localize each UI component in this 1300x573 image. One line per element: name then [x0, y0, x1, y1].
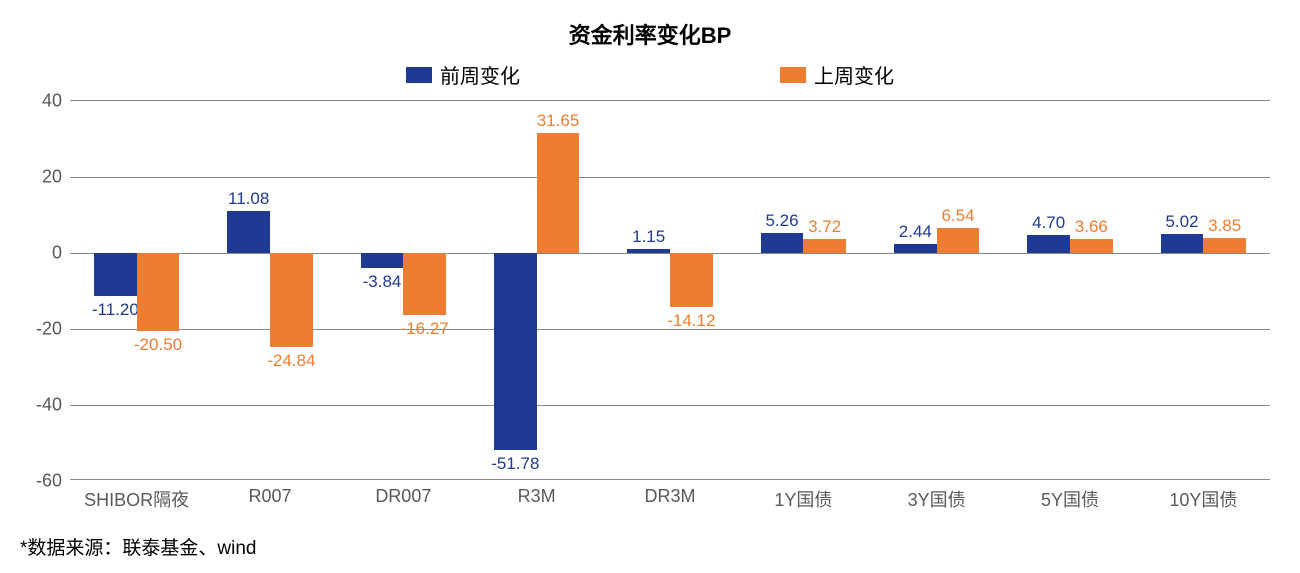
- x-axis-labels: SHIBOR隔夜 R007 DR007 R3M DR3M 1Y国债 3Y国债 5Y国债 10Y国…: [70, 486, 1270, 516]
- ytick-label: 20: [42, 167, 70, 188]
- bar: [1203, 238, 1246, 253]
- xtick-label: SHIBOR隔夜: [84, 486, 189, 512]
- xtick-label: 1Y国债: [774, 486, 832, 512]
- bar-value-label: 3.72: [808, 217, 841, 237]
- ytick-label: -40: [36, 395, 70, 416]
- xtick-label: DR3M: [644, 486, 695, 507]
- legend-label-1: 上周变化: [814, 60, 894, 89]
- bar: [803, 239, 846, 253]
- bar: [403, 253, 446, 315]
- legend-swatch-0: [406, 67, 432, 83]
- legend-item-prev-week: 前周变化: [406, 60, 520, 89]
- bar: [894, 244, 937, 253]
- bar-value-label: 2.44: [899, 222, 932, 242]
- bar-value-label: 5.26: [765, 211, 798, 231]
- xtick-label: R007: [248, 486, 291, 507]
- bar: [1027, 235, 1070, 253]
- bar-value-label: 5.02: [1165, 212, 1198, 232]
- bar: [94, 253, 137, 296]
- bar-value-label: 11.08: [228, 189, 269, 209]
- bar-value-label: 3.85: [1208, 216, 1241, 236]
- bar: [537, 133, 580, 253]
- legend-item-last-week: 上周变化: [780, 60, 894, 89]
- bar: [1161, 234, 1204, 253]
- bar: [227, 211, 270, 253]
- bar-value-label: 4.70: [1032, 213, 1065, 233]
- bar-value-label: -24.84: [267, 351, 315, 371]
- bar: [1070, 239, 1113, 253]
- xtick-label: 10Y国债: [1169, 486, 1237, 512]
- xtick-label: DR007: [375, 486, 431, 507]
- bar-value-label: -14.12: [667, 311, 715, 331]
- bar-value-label: -51.78: [491, 454, 539, 474]
- bar-value-label: -3.84: [363, 272, 402, 292]
- bar: [270, 253, 313, 347]
- chart-title: 资金利率变化BP: [0, 18, 1300, 50]
- source-note: *数据来源：联泰基金、wind: [20, 533, 256, 560]
- bar: [670, 253, 713, 307]
- ytick-label: -20: [36, 319, 70, 340]
- bar: [494, 253, 537, 450]
- bar-value-label: -11.20: [92, 300, 139, 320]
- bar: [361, 253, 404, 268]
- plot-area: -60-40-2002040-11.2011.08-3.84-51.781.15…: [70, 100, 1270, 480]
- bar: [761, 233, 804, 253]
- bar-value-label: -20.50: [134, 335, 182, 355]
- bar-value-label: 1.15: [632, 227, 665, 247]
- legend-label-0: 前周变化: [440, 60, 520, 89]
- bar-value-label: 31.65: [537, 111, 580, 131]
- xtick-label: R3M: [518, 486, 556, 507]
- xtick-label: 3Y国债: [908, 486, 966, 512]
- ytick-label: 0: [52, 243, 70, 264]
- bar: [937, 228, 980, 253]
- bar-value-label: 6.54: [941, 206, 974, 226]
- bar-value-label: 3.66: [1075, 217, 1108, 237]
- chart-legend: 前周变化 上周变化: [0, 60, 1300, 89]
- gridline: [70, 177, 1270, 178]
- ytick-label: 40: [42, 91, 70, 112]
- bar: [627, 249, 670, 253]
- gridline: [70, 405, 1270, 406]
- ytick-label: -60: [36, 471, 70, 492]
- xtick-label: 5Y国债: [1041, 486, 1099, 512]
- bar-value-label: -16.27: [401, 319, 449, 339]
- legend-swatch-1: [780, 67, 806, 83]
- bar: [137, 253, 180, 331]
